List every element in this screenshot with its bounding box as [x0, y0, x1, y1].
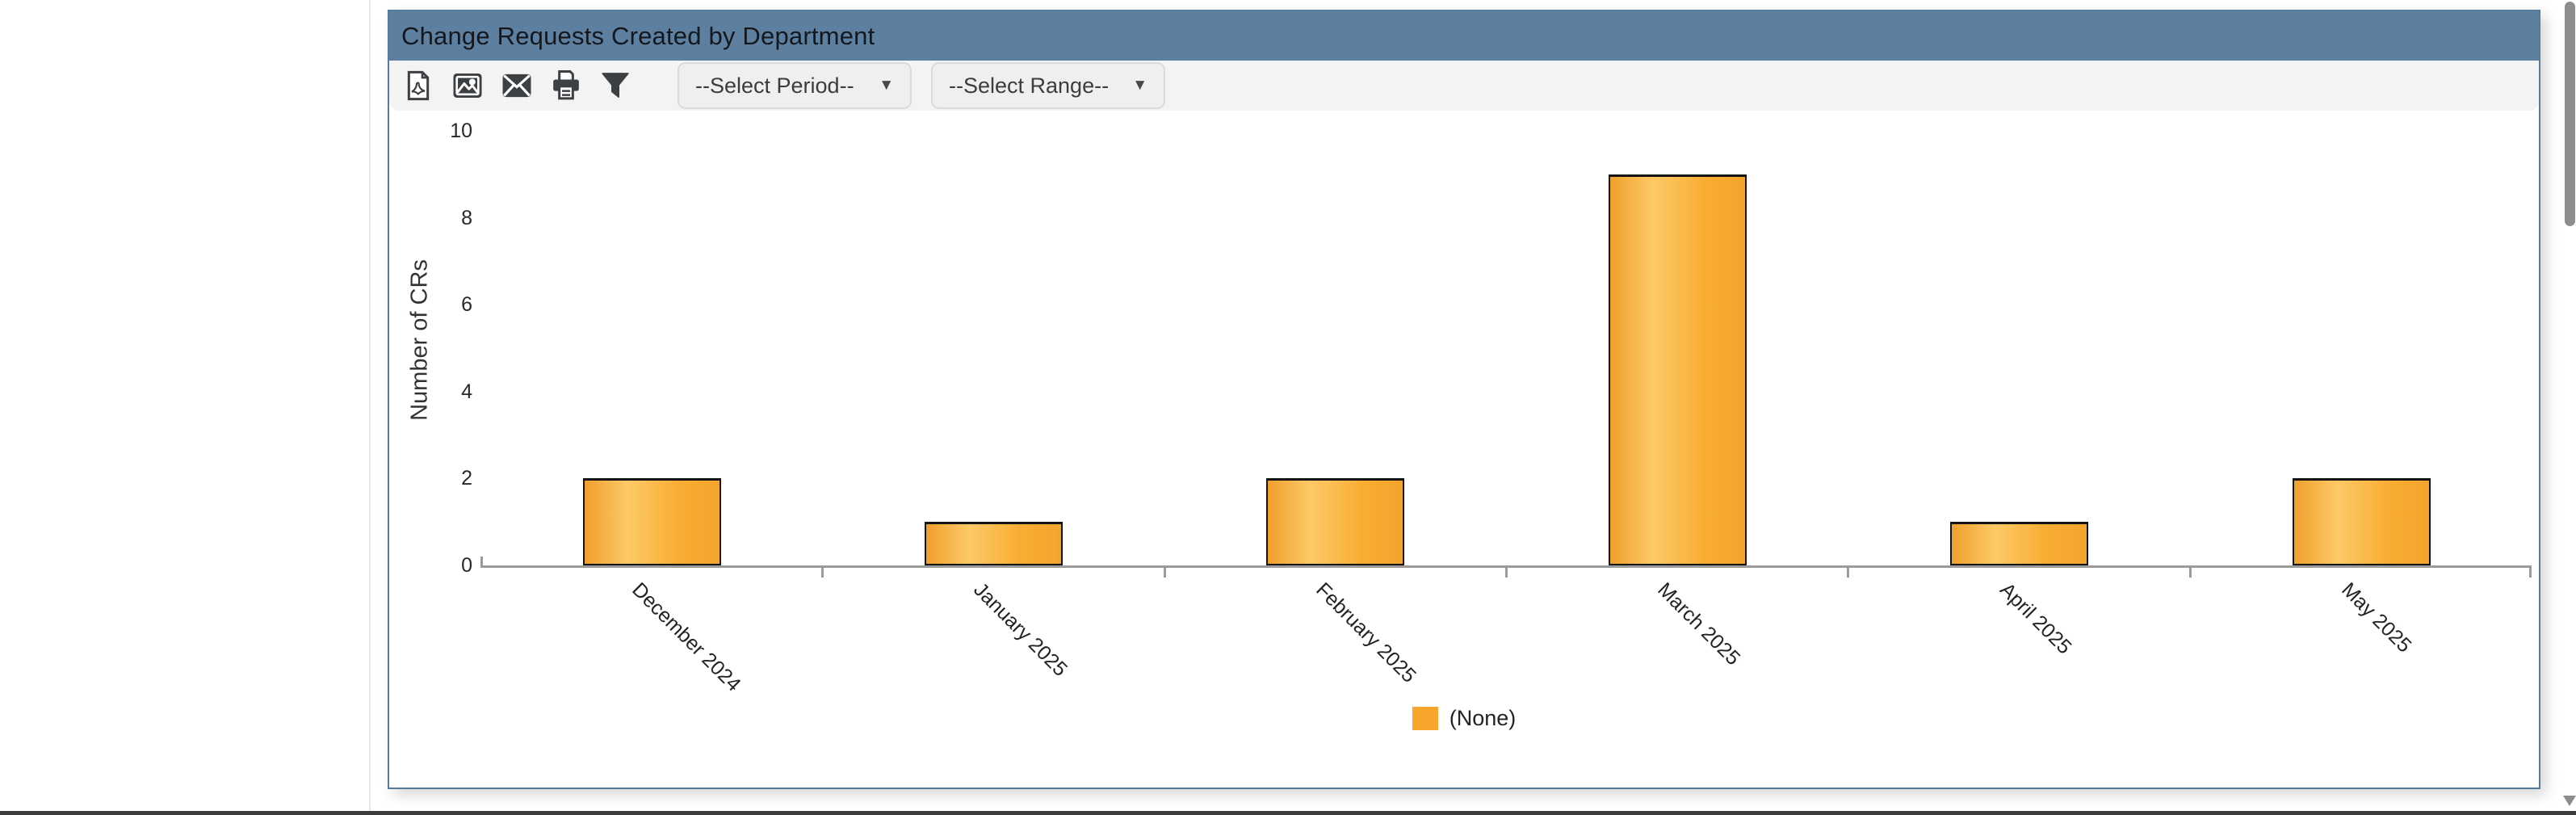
x-tick-label: January 2025 [969, 578, 1072, 681]
y-tick-label: 4 [461, 380, 472, 403]
x-tick-label: March 2025 [1653, 578, 1745, 670]
bottom-edge-bar [0, 811, 2576, 815]
email-icon[interactable] [501, 69, 533, 102]
y-axis-title: Number of CRs [406, 259, 433, 421]
bar-december-2024[interactable] [582, 478, 721, 565]
bar-march-2025[interactable] [1608, 174, 1747, 565]
x-axis-line [480, 565, 2532, 568]
export-pdf-icon[interactable] [402, 69, 434, 102]
print-icon[interactable] [550, 69, 582, 102]
bar-february-2025[interactable] [1266, 478, 1405, 565]
vertical-scrollbar-thumb[interactable] [2565, 2, 2575, 226]
pane-divider [369, 0, 371, 811]
select-period-dropdown[interactable]: --Select Period-- ▼ [678, 62, 912, 109]
x-axis-tick [2188, 568, 2192, 578]
scrollbar-down-arrow-icon[interactable] [2563, 796, 2576, 806]
x-axis-tick [1163, 568, 1166, 578]
x-tick-label: May 2025 [2337, 578, 2416, 657]
select-range-value: --Select Range-- [949, 73, 1110, 98]
y-tick-label: 10 [450, 120, 472, 142]
panel-header: Change Requests Created by Department [389, 11, 2539, 61]
chart-panel: Change Requests Created by Department [388, 10, 2540, 789]
panel-toolbar: --Select Period-- ▼ --Select Range-- ▼ [389, 61, 2539, 111]
filter-icon[interactable] [599, 69, 631, 102]
x-tick-label: December 2024 [627, 578, 745, 696]
chart-legend: (None) [389, 706, 2539, 731]
x-axis-tick [1847, 568, 1850, 578]
x-tick-label: April 2025 [1995, 578, 2076, 659]
y-tick-label: 2 [461, 467, 472, 490]
bar-january-2025[interactable] [924, 522, 1063, 565]
legend-swatch [1412, 707, 1438, 730]
select-period-value: --Select Period-- [695, 73, 854, 98]
y-tick-label: 8 [461, 206, 472, 229]
bar-april-2025[interactable] [1950, 522, 2089, 565]
chevron-down-icon: ▼ [879, 77, 894, 94]
bar-may-2025[interactable] [2292, 478, 2431, 565]
x-tick-label: February 2025 [1311, 578, 1420, 687]
select-range-dropdown[interactable]: --Select Range-- ▼ [931, 62, 1165, 109]
chevron-down-icon: ▼ [1132, 77, 1147, 94]
y-tick-label: 6 [461, 293, 472, 317]
panel-title: Change Requests Created by Department [401, 21, 875, 50]
x-axis-tick [821, 568, 824, 578]
export-image-icon[interactable] [451, 69, 484, 102]
x-axis-start-tick [480, 557, 483, 565]
bar-chart: 0 2 4 6 8 10 Number of CRs December 2024 January… [389, 11, 2539, 788]
x-axis-end-tick [2529, 568, 2532, 578]
y-tick-label: 0 [461, 554, 472, 577]
legend-label: (None) [1449, 706, 1517, 730]
x-axis-tick [1505, 568, 1508, 578]
